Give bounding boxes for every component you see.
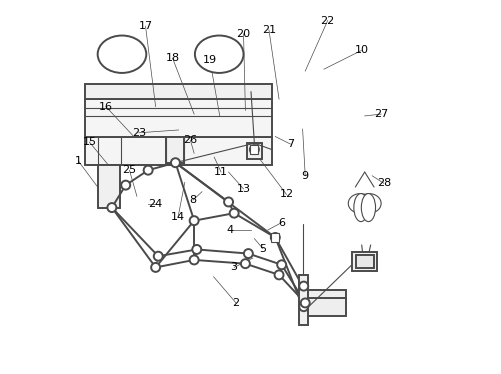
Bar — [246, 143, 262, 159]
Circle shape — [107, 203, 116, 212]
Circle shape — [299, 282, 308, 291]
Text: 27: 27 — [373, 109, 387, 119]
Text: 26: 26 — [183, 135, 197, 145]
Circle shape — [300, 298, 309, 307]
Text: 19: 19 — [202, 55, 216, 65]
Circle shape — [243, 249, 253, 258]
Bar — [84, 99, 271, 137]
Bar — [308, 290, 345, 298]
Circle shape — [299, 302, 308, 311]
Circle shape — [171, 158, 179, 167]
Bar — [98, 165, 120, 208]
Bar — [308, 298, 345, 316]
Circle shape — [153, 252, 162, 261]
Ellipse shape — [194, 36, 243, 73]
Circle shape — [151, 263, 160, 272]
Text: 7: 7 — [286, 139, 293, 149]
Circle shape — [143, 166, 152, 175]
Circle shape — [223, 197, 232, 206]
Bar — [298, 275, 308, 325]
Text: 22: 22 — [320, 16, 334, 25]
Text: 16: 16 — [99, 102, 113, 111]
Circle shape — [270, 233, 279, 242]
Circle shape — [249, 145, 259, 154]
Ellipse shape — [98, 36, 146, 73]
Text: 14: 14 — [171, 212, 185, 222]
Text: 2: 2 — [232, 298, 239, 308]
Text: 23: 23 — [131, 128, 146, 138]
Text: 1: 1 — [75, 156, 82, 166]
Text: 4: 4 — [226, 225, 233, 235]
Bar — [165, 137, 183, 163]
Bar — [84, 84, 271, 99]
Text: 3: 3 — [230, 263, 237, 272]
Bar — [84, 137, 271, 165]
Bar — [355, 255, 373, 268]
Ellipse shape — [361, 194, 375, 221]
Bar — [351, 252, 377, 271]
Circle shape — [192, 245, 201, 254]
Text: 9: 9 — [301, 171, 308, 181]
Ellipse shape — [353, 194, 367, 221]
Text: 12: 12 — [279, 190, 293, 199]
Text: 15: 15 — [82, 137, 96, 147]
Text: 18: 18 — [165, 53, 179, 63]
Bar — [250, 145, 258, 154]
Text: 28: 28 — [376, 178, 390, 188]
Circle shape — [189, 216, 198, 225]
Circle shape — [121, 181, 130, 190]
Circle shape — [277, 260, 286, 269]
Text: 17: 17 — [138, 21, 152, 31]
Circle shape — [274, 270, 283, 279]
Text: 13: 13 — [236, 184, 250, 194]
Text: 5: 5 — [259, 244, 266, 254]
Text: 20: 20 — [236, 29, 250, 39]
Circle shape — [189, 255, 198, 264]
Text: 8: 8 — [189, 195, 196, 205]
Text: 25: 25 — [122, 165, 136, 175]
Circle shape — [240, 259, 249, 268]
Text: 24: 24 — [148, 199, 162, 209]
Text: 6: 6 — [278, 218, 285, 227]
Circle shape — [229, 209, 238, 218]
Text: 11: 11 — [213, 167, 227, 177]
Text: 21: 21 — [262, 25, 276, 35]
Bar — [271, 233, 279, 242]
Text: 10: 10 — [354, 46, 368, 55]
